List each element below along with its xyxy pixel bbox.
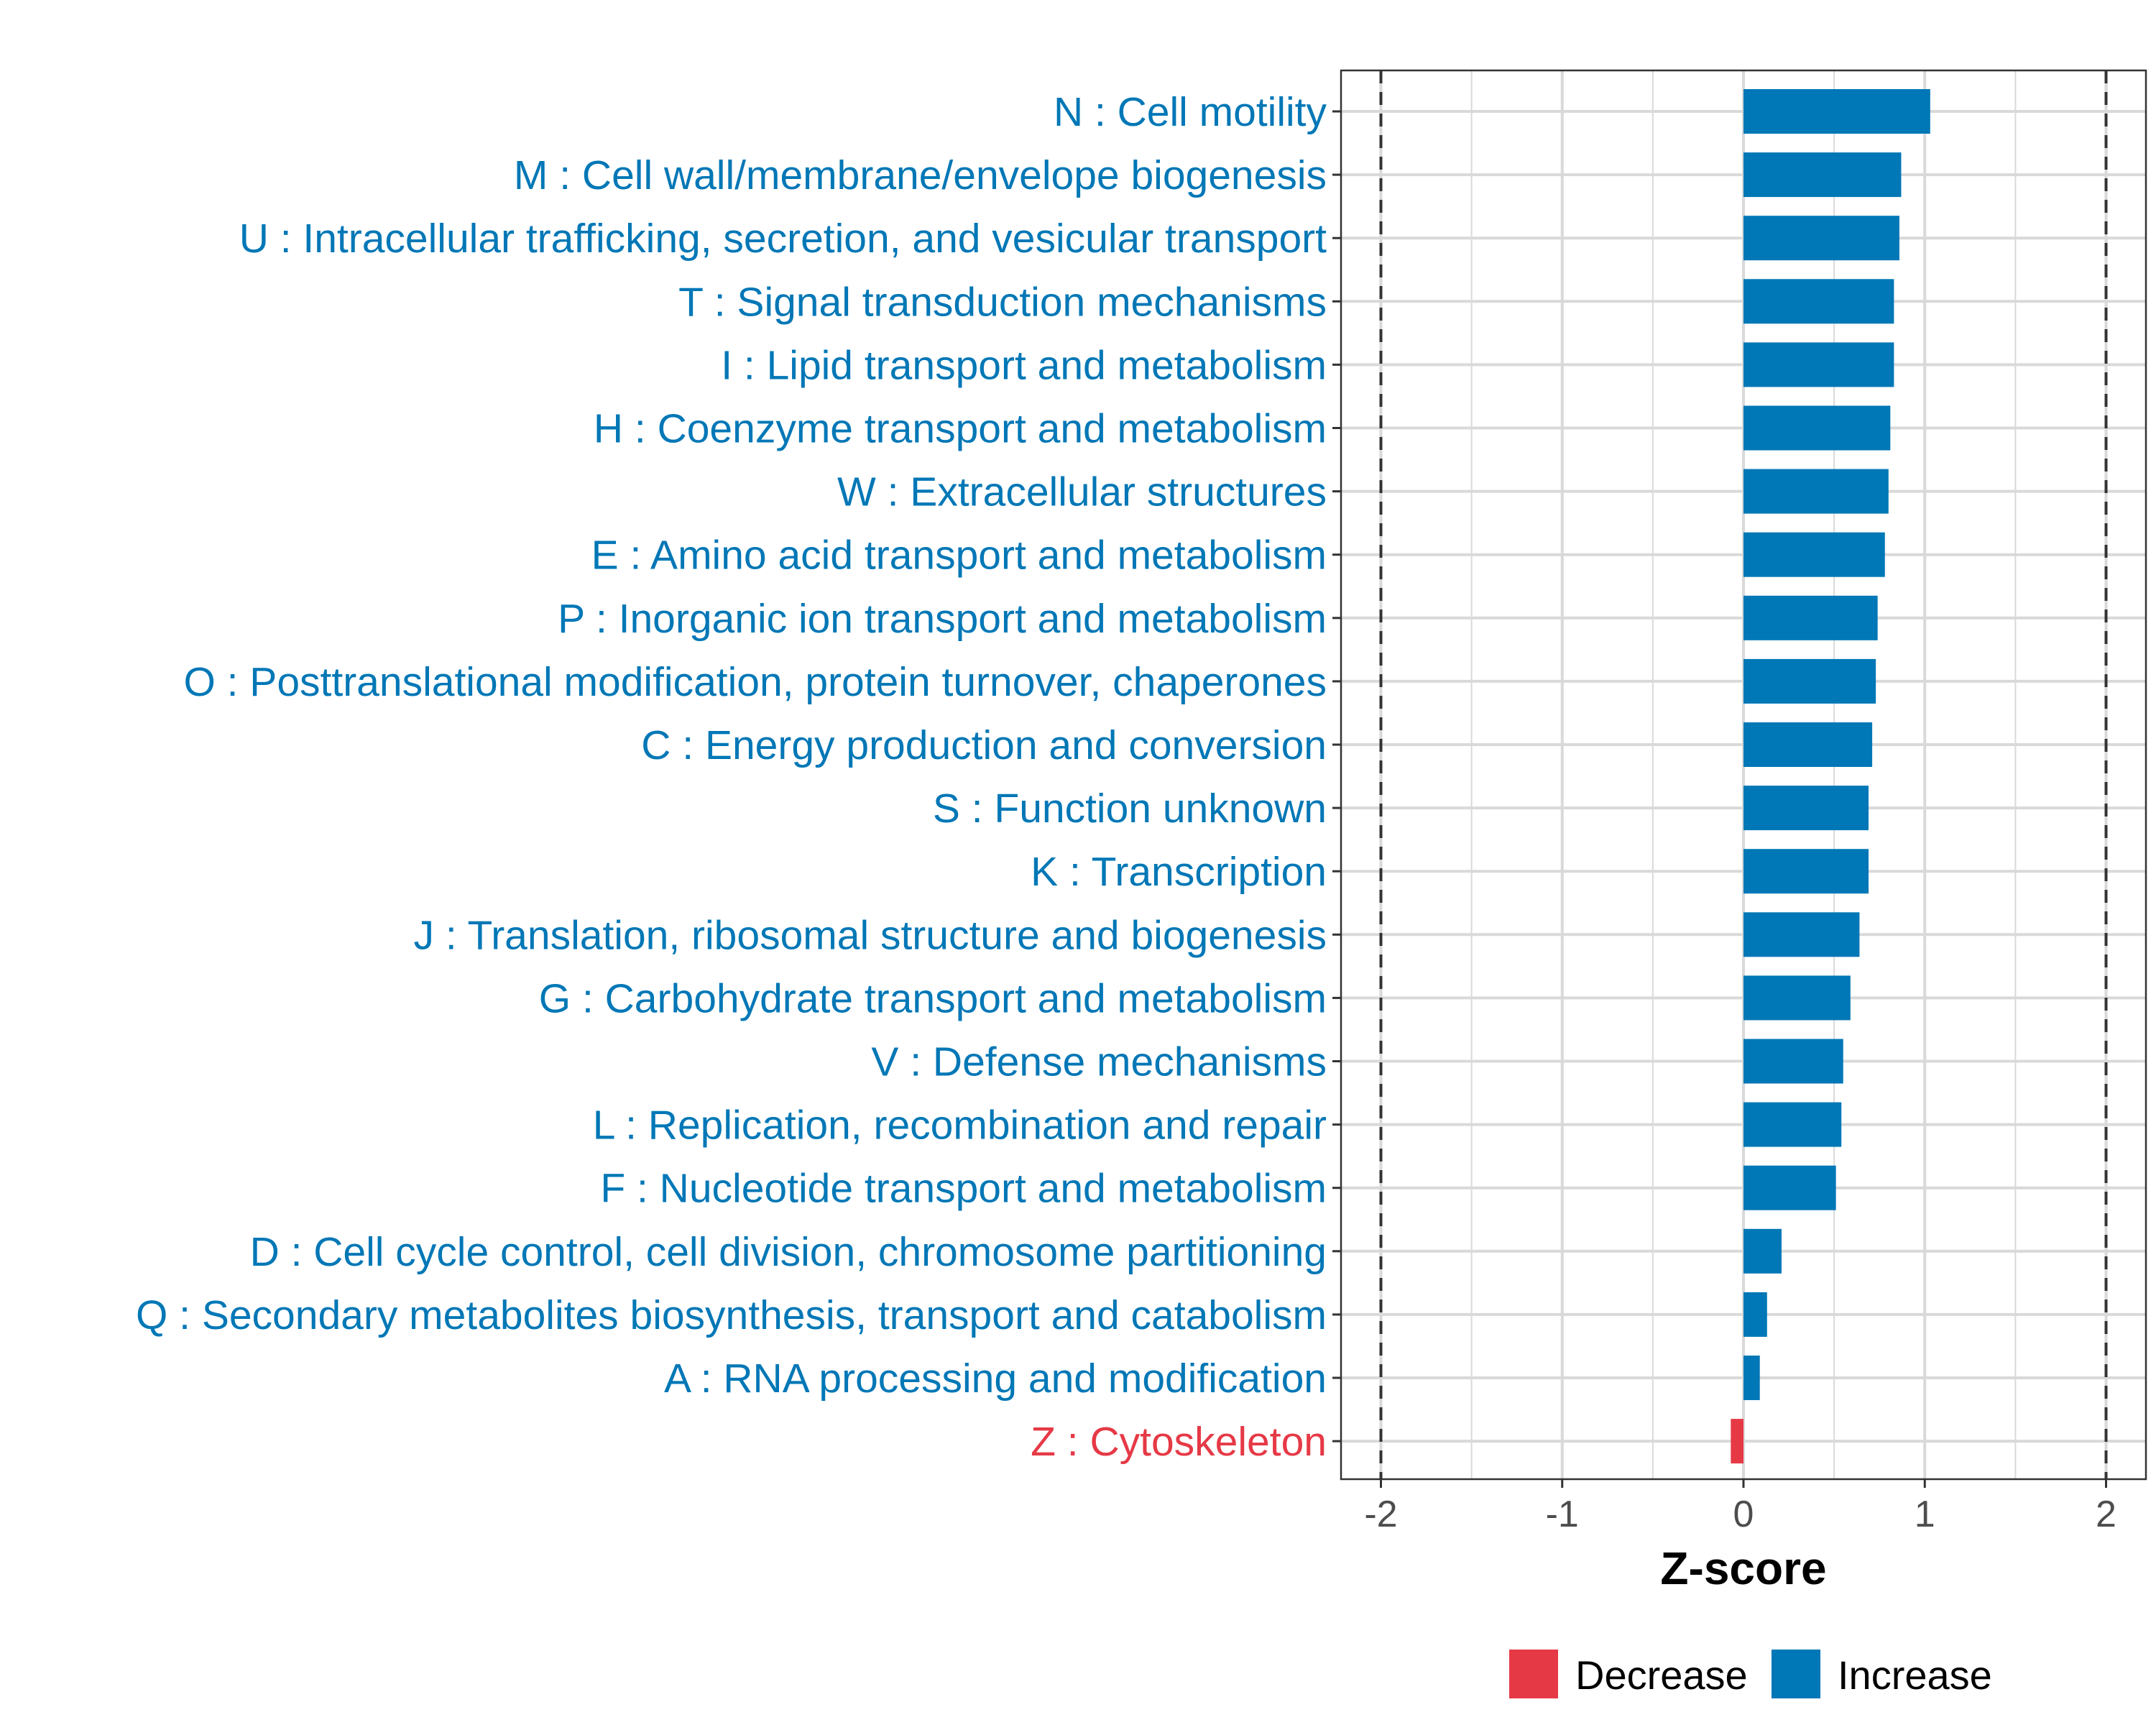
category-label: H : Coenzyme transport and metabolism — [594, 406, 1327, 452]
x-tick-label: -1 — [1546, 1494, 1579, 1535]
x-tick-label: 1 — [1915, 1494, 1935, 1535]
category-label: K : Transcription — [1031, 849, 1327, 895]
bar — [1743, 152, 1902, 198]
category-label: O : Posttranslational modification, prot… — [183, 659, 1327, 705]
x-tick-label: -2 — [1364, 1494, 1397, 1535]
bar — [1731, 1419, 1743, 1464]
legend-swatch — [1509, 1650, 1558, 1698]
category-label: T : Signal transduction mechanisms — [678, 279, 1327, 325]
bar — [1743, 469, 1889, 514]
bar — [1743, 1165, 1836, 1210]
category-label: N : Cell motility — [1054, 89, 1327, 135]
category-labels: N : Cell motility M : Cell wall/membrane/… — [136, 89, 1341, 1465]
bar — [1743, 786, 1869, 831]
bar — [1743, 595, 1878, 640]
bar — [1743, 1102, 1842, 1147]
category-label: S : Function unknown — [933, 786, 1327, 832]
category-label: E : Amino acid transport and metabolism — [591, 533, 1327, 579]
legend-label: Increase — [1838, 1652, 1992, 1698]
bar — [1743, 722, 1873, 767]
bar — [1743, 975, 1851, 1021]
bar — [1743, 1039, 1843, 1084]
bar — [1743, 89, 1930, 134]
category-label: W : Extracellular structures — [837, 469, 1327, 515]
category-label: F : Nucleotide transport and metabolism — [600, 1166, 1327, 1212]
reference-lines — [1379, 70, 2108, 1479]
bar — [1743, 1356, 1760, 1400]
category-label: V : Defense mechanisms — [871, 1039, 1327, 1085]
category-label: J : Translation, ribosomal structure and… — [414, 912, 1327, 958]
category-label: L : Replication, recombination and repai… — [593, 1103, 1327, 1149]
bar — [1743, 405, 1891, 451]
category-label: Z : Cytoskeleton — [1031, 1419, 1327, 1465]
x-axis-title: Z-score — [1660, 1542, 1826, 1594]
x-axis: -2 -1 0 1 2 — [1364, 1479, 2116, 1535]
category-label: U : Intracellular trafficking, secretion… — [239, 216, 1327, 262]
category-label: C : Energy production and conversion — [641, 722, 1327, 768]
legend-swatch — [1772, 1650, 1820, 1698]
category-label: Q : Secondary metabolites biosynthesis, … — [136, 1292, 1327, 1338]
category-label: M : Cell wall/membrane/envelope biogenes… — [514, 152, 1327, 198]
legend: Decrease Increase — [1509, 1650, 1992, 1698]
x-tick-label: 0 — [1733, 1494, 1754, 1535]
bar — [1743, 532, 1885, 577]
bar — [1743, 658, 1876, 704]
x-tick-label: 2 — [2096, 1494, 2116, 1535]
bar — [1743, 342, 1894, 387]
category-label: A : RNA processing and modification — [664, 1356, 1327, 1402]
bar — [1743, 1228, 1782, 1274]
category-label: G : Carbohydrate transport and metabolis… — [539, 975, 1327, 1021]
category-label: P : Inorganic ion transport and metaboli… — [558, 596, 1327, 642]
bar — [1743, 849, 1869, 894]
bar — [1743, 279, 1894, 324]
bar — [1743, 1292, 1767, 1337]
bar — [1743, 912, 1860, 957]
category-label: I : Lipid transport and metabolism — [721, 342, 1327, 388]
bars-layer — [1731, 89, 1930, 1464]
bar — [1743, 216, 1899, 261]
legend-label: Decrease — [1575, 1652, 1748, 1698]
category-label: D : Cell cycle control, cell division, c… — [250, 1229, 1327, 1275]
